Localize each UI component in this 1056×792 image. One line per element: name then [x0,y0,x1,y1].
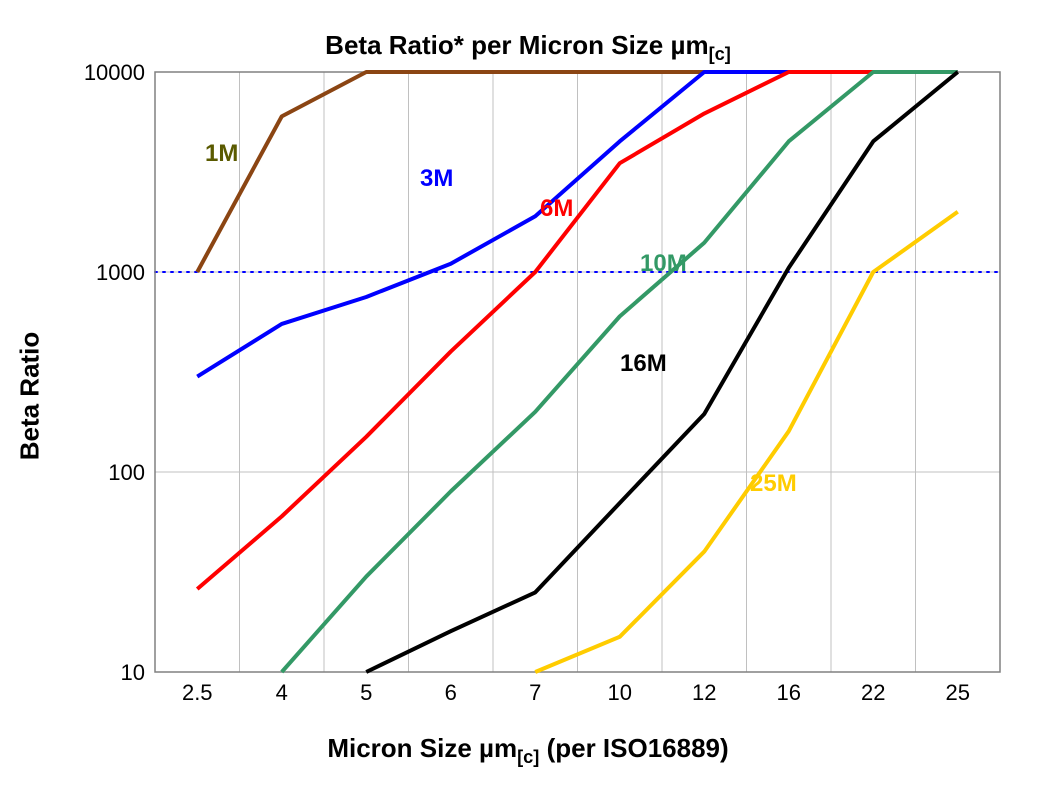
x-tick-label: 22 [848,680,898,706]
x-tick-label: 10 [595,680,645,706]
series-label: 16M [620,350,667,378]
series-label: 1M [205,140,238,168]
series-label: 3M [420,165,453,193]
chart-svg [0,0,1056,792]
x-tick-label: 12 [679,680,729,706]
series-label: 6M [540,195,573,223]
y-tick-label: 10 [65,660,145,686]
chart-container: Beta Ratio* per Micron Size µm[c] Beta R… [0,0,1056,792]
x-tick-label: 4 [257,680,307,706]
x-tick-label: 2.5 [172,680,222,706]
y-tick-label: 1000 [65,260,145,286]
x-tick-label: 5 [341,680,391,706]
y-tick-label: 100 [65,460,145,486]
y-tick-label: 10000 [65,60,145,86]
x-tick-label: 16 [764,680,814,706]
series-label: 25M [750,470,797,498]
x-tick-label: 7 [510,680,560,706]
series-label: 10M [640,250,687,278]
x-tick-label: 25 [933,680,983,706]
x-tick-label: 6 [426,680,476,706]
